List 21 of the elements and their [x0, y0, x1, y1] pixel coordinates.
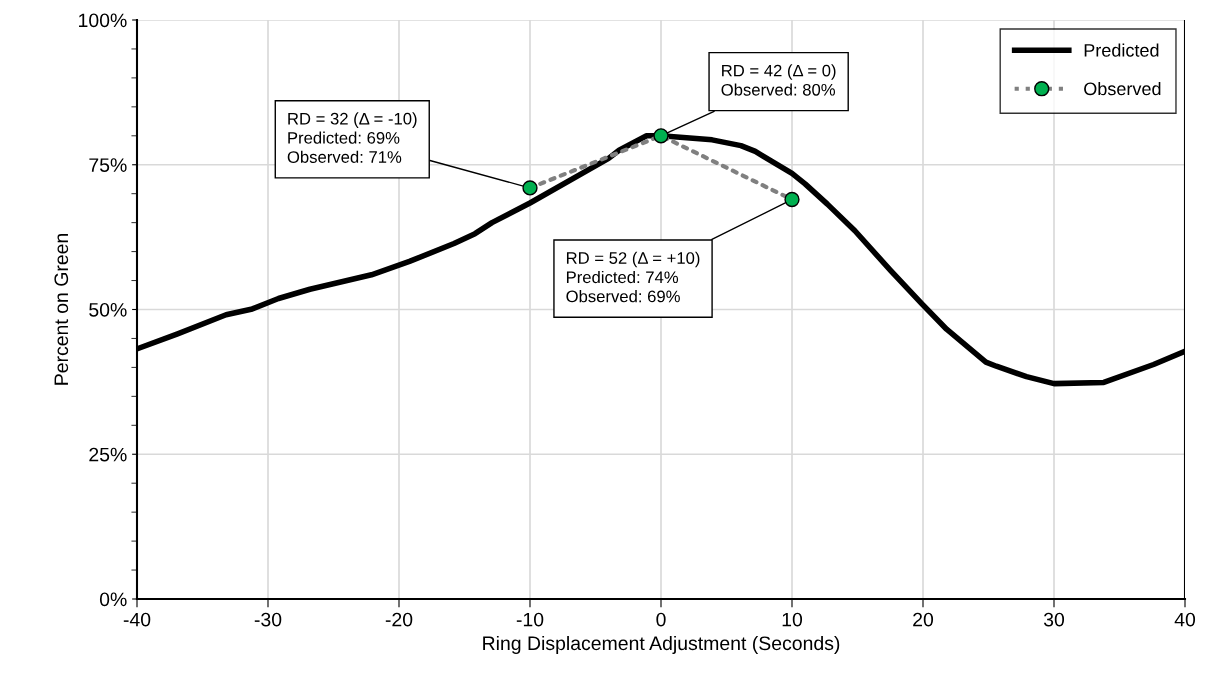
x-tick-label: 20 [913, 612, 934, 627]
x-tick-label: 30 [1043, 612, 1065, 627]
annotation: RD = 42 (Δ = 0) Observed: 80% [721, 64, 836, 96]
x-tick-label: 10 [782, 612, 803, 627]
legend-label: Predicted [1084, 43, 1159, 57]
y-axis-title: Percent on Green [54, 234, 69, 385]
x-axis-title: Ring Displacement Adjustment (Seconds) [483, 635, 840, 654]
x-tick-label: -20 [385, 612, 413, 627]
x-tick-label: 40 [1174, 612, 1196, 627]
x-tick-label: -40 [123, 612, 151, 627]
x-tick-label: 0 [656, 612, 666, 627]
y-tick-label: 75% [89, 158, 127, 172]
annotation: RD = 52 (Δ = +10) Predicted: 74% Observed: 69% [566, 251, 700, 303]
legend-label: Observed [1084, 81, 1161, 96]
x-tick-label: -10 [516, 612, 544, 627]
y-tick-label: 0% [99, 592, 127, 607]
y-tick-label: 25% [89, 447, 127, 462]
y-tick-label: 100% [79, 13, 127, 28]
annotation: RD = 32 (Δ = -10) Predicted: 69% Observed: 71% [287, 112, 417, 163]
x-tick-label: -30 [254, 612, 282, 627]
y-tick-label: 50% [89, 302, 127, 317]
